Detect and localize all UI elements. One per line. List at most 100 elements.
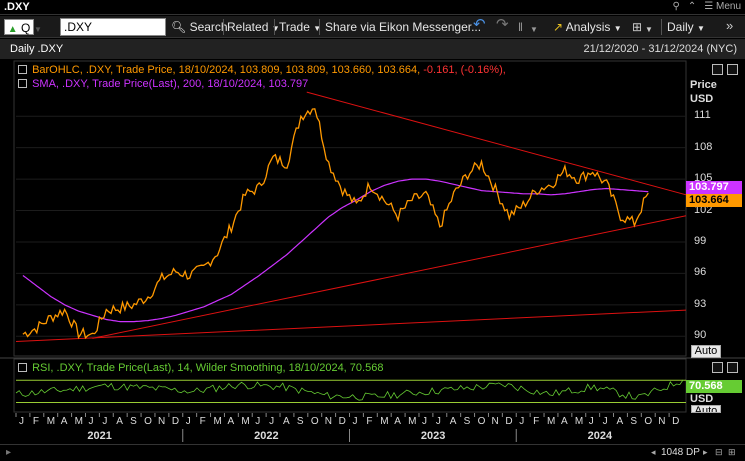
price-tick-label: 93 [694, 297, 707, 310]
rsi-panel-maximize-button[interactable] [712, 362, 723, 373]
price-axis-unit: USD [690, 93, 714, 105]
x-month-label: A [449, 416, 457, 427]
sma-legend-text: SMA, .DXY, Trade Price(Last), 200, 18/10… [32, 78, 309, 90]
legend-toggle-checkbox[interactable] [18, 363, 27, 372]
x-year-label: 2021 [87, 430, 112, 442]
price-series-line[interactable] [22, 108, 649, 340]
scroll-right-button[interactable]: ▸ [703, 447, 708, 457]
sma-series-line[interactable] [22, 178, 649, 323]
rsi-panel-close-button[interactable] [727, 362, 738, 373]
lower-trendline[interactable] [92, 215, 687, 339]
chevron-down-icon[interactable]: ▼ [645, 25, 653, 34]
mode-dropdown-icon[interactable]: ▼ [34, 25, 42, 34]
menu-button[interactable]: ☰ Menu [704, 1, 741, 12]
chevron-down-icon: ▼ [313, 24, 322, 33]
x-month-label: F [32, 416, 39, 427]
ohlc-legend[interactable]: BarOHLC, .DXY, Trade Price, 18/10/2024, … [18, 64, 506, 76]
undo-icon[interactable]: ↶ [473, 16, 486, 33]
x-month-label: N [491, 416, 499, 427]
x-month-label: A [283, 416, 290, 427]
price-auto-scale-button[interactable]: Auto [691, 345, 721, 358]
chevron-down-icon[interactable]: ▼ [530, 25, 538, 34]
base-trendline[interactable] [15, 309, 687, 343]
toolbar-divider [661, 19, 662, 35]
x-month-label: M [408, 416, 417, 427]
window-controls: ⚲ ⌃ ☰ Menu [673, 1, 741, 12]
x-month-label: J [88, 416, 94, 427]
x-month-label: A [227, 416, 235, 427]
analysis-menu[interactable]: ↗ Analysis ▼ [553, 19, 622, 35]
rsi-value-tag: 70.568 [686, 380, 742, 393]
window-title: .DXY [4, 1, 30, 13]
zoom-out-button[interactable]: ⊟ [715, 447, 723, 457]
x-month-label: D [171, 416, 180, 427]
x-month-label: D [338, 416, 346, 427]
x-year-label: 2023 [420, 430, 446, 442]
rsi-legend[interactable]: RSI, .DXY, Trade Price(Last), 14, Wilder… [18, 362, 383, 374]
legend-toggle-checkbox[interactable] [18, 65, 27, 74]
redo-icon[interactable]: ↷ [496, 16, 509, 33]
quote-mode-select[interactable]: ▲ Q [4, 19, 34, 35]
link-icon[interactable]: ⚲ [672, 1, 680, 12]
price-value-tag: 103.664 [686, 194, 742, 207]
x-month-label: J [588, 416, 594, 427]
panel-close-button[interactable] [727, 64, 738, 75]
zoom-in-button[interactable]: ⊞ [728, 447, 736, 457]
x-month-label: J [255, 416, 261, 427]
search-button[interactable]: 🔍︎ Search [171, 19, 228, 35]
sma-value-tag: 103.797 [686, 181, 742, 194]
price-plot-frame [13, 60, 687, 357]
analysis-label: Analysis [565, 20, 611, 34]
related-menu[interactable]: Related ▼ [227, 19, 280, 35]
x-month-label: A [394, 416, 401, 427]
x-month-label: J [352, 416, 358, 427]
ohlc-legend-change: -0.161, (-0.16%), [423, 64, 506, 76]
toolbar-divider [319, 19, 320, 35]
interval-label: Daily [667, 20, 694, 34]
x-month-label: J [185, 416, 191, 427]
x-month-label: D [672, 416, 680, 427]
price-gridlines [16, 115, 686, 337]
x-month-label: D [505, 416, 513, 427]
data-points-count[interactable]: 1048 DP [661, 447, 700, 458]
sma-legend[interactable]: SMA, .DXY, Trade Price(Last), 200, 18/10… [18, 78, 308, 90]
legend-toggle-icon[interactable]: ⊞ [632, 20, 643, 34]
analysis-icon: ↗ [553, 20, 564, 34]
x-year-label: 2022 [254, 430, 279, 442]
up-arrow-icon[interactable]: ⌃ [687, 1, 697, 12]
rsi-series-line[interactable] [15, 379, 684, 401]
date-range[interactable]: 21/12/2020 - 31/12/2024 (NYC) [583, 43, 738, 55]
x-month-label: J [602, 416, 608, 427]
panel-maximize-button[interactable] [712, 64, 723, 75]
rsi-axis-unit: USD [690, 393, 714, 405]
interval-select[interactable]: Daily ▼ [667, 19, 705, 35]
trade-menu[interactable]: Trade ▼ [279, 19, 321, 35]
x-month-label: M [574, 416, 584, 427]
x-month-label: O [310, 416, 319, 427]
x-month-label: F [366, 416, 373, 427]
x-month-label: O [477, 416, 486, 427]
more-options-icon[interactable]: » [726, 18, 734, 33]
green-arrow-icon: ▲ [7, 24, 18, 35]
x-month-label: J [435, 416, 441, 427]
x-month-label: M [74, 416, 83, 427]
legend-toggle-checkbox[interactable] [18, 79, 27, 88]
candlestick-icon[interactable]: ‖ [518, 20, 523, 34]
trade-label: Trade [279, 20, 310, 34]
price-tick-label: 96 [694, 266, 707, 279]
price-tick-label: 90 [694, 329, 707, 342]
share-messenger-button[interactable]: Share via Eikon Messenger... [325, 20, 482, 34]
x-month-label: M [380, 416, 389, 427]
x-month-label: J [102, 416, 108, 427]
rsi-auto-scale-button[interactable]: Auto [691, 405, 721, 413]
quote-mode-label: Q [20, 21, 31, 35]
x-month-label: N [157, 416, 166, 427]
chevron-down-icon: ▼ [613, 24, 622, 33]
chevron-down-icon: ▼ [271, 24, 280, 33]
scroll-left-button[interactable]: ◂ [651, 447, 656, 457]
upper-trendline[interactable] [306, 91, 687, 196]
x-axis-ticks [15, 413, 670, 442]
ric-input[interactable]: .DXY [60, 18, 166, 36]
menu-label: Menu [715, 1, 741, 12]
